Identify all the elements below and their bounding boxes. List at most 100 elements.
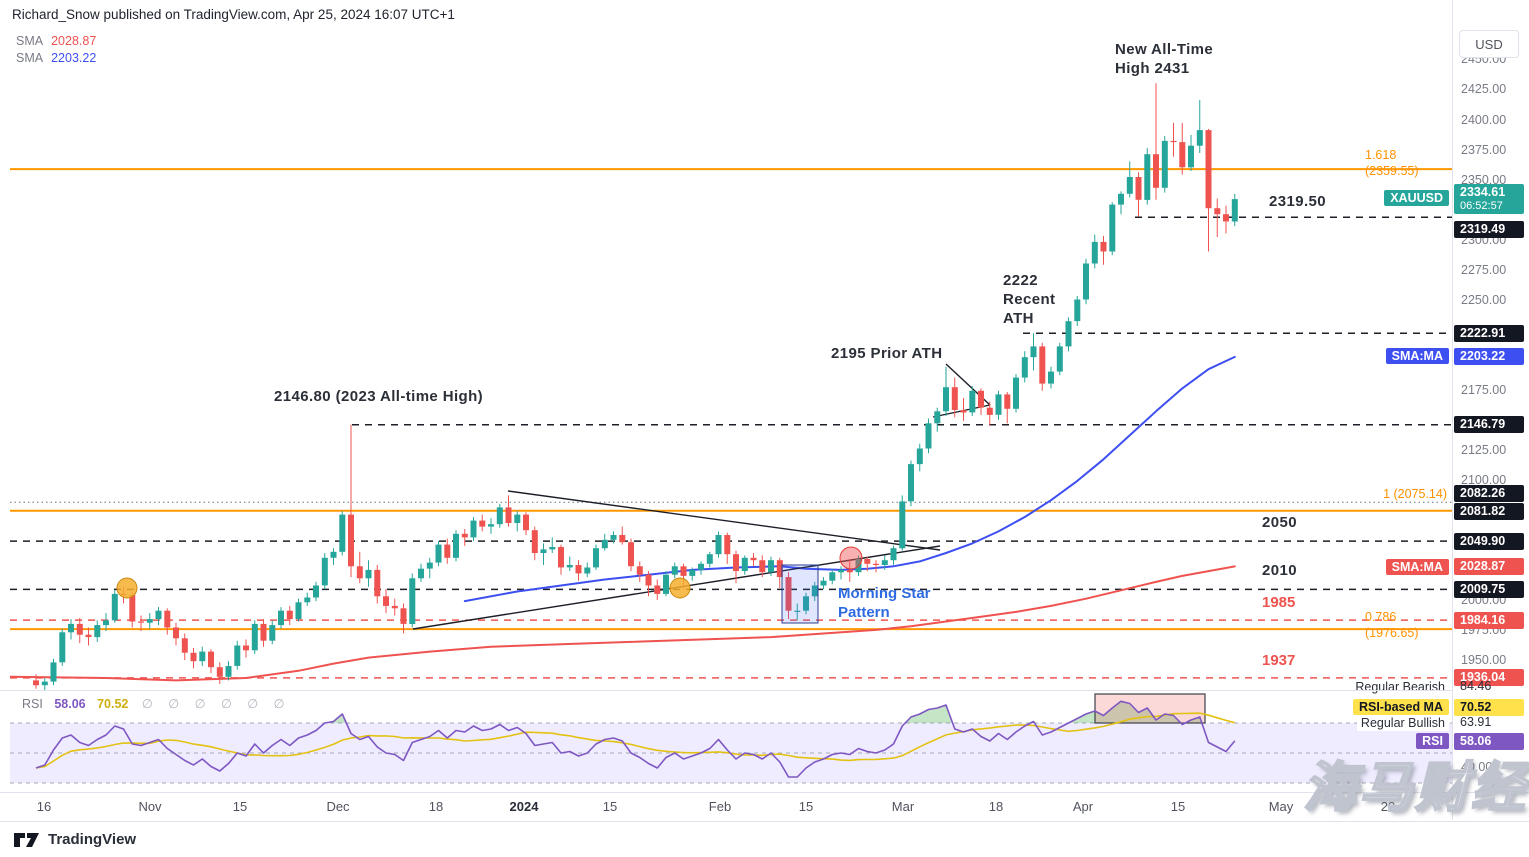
candle	[838, 566, 844, 580]
candle	[243, 639, 249, 658]
candle	[750, 553, 757, 567]
sma-label: SMA	[16, 34, 44, 48]
candle	[1100, 235, 1107, 265]
candle	[1021, 351, 1028, 383]
yellow-circle-marker[interactable]	[116, 577, 138, 599]
candle	[76, 617, 83, 644]
candle	[689, 567, 696, 581]
candle	[418, 563, 424, 582]
candle	[776, 557, 783, 588]
candle	[1170, 122, 1177, 157]
sma-slow-value: 2203.22	[51, 51, 97, 65]
pane-separator[interactable]	[0, 690, 1452, 691]
candle	[1004, 392, 1011, 424]
tradingview-brand-text[interactable]: TradingView	[48, 831, 137, 848]
candle	[409, 573, 416, 628]
candle	[523, 512, 529, 535]
candle	[181, 633, 188, 660]
candle	[881, 555, 888, 570]
candle	[216, 662, 223, 684]
candle	[1188, 134, 1194, 171]
candle	[986, 401, 993, 426]
rsi-pane[interactable]	[10, 693, 1452, 784]
candle	[1223, 205, 1229, 234]
candle	[111, 590, 118, 623]
candle	[610, 531, 617, 544]
candle	[348, 424, 354, 578]
candle	[654, 579, 661, 600]
candle	[1039, 342, 1046, 391]
candle	[461, 529, 468, 546]
candle	[803, 592, 809, 615]
candle	[943, 366, 949, 417]
candle	[444, 538, 451, 564]
candle	[724, 532, 731, 564]
candle	[1126, 161, 1133, 198]
candle	[584, 562, 591, 578]
candle	[85, 627, 92, 646]
candle	[951, 377, 958, 418]
currency-toggle-button[interactable]: USD	[1459, 30, 1519, 58]
rsi-line	[35, 700, 1236, 778]
candle	[768, 556, 774, 576]
candle	[453, 530, 459, 562]
sma-label: SMA	[16, 51, 44, 65]
candle	[33, 674, 39, 689]
time-axis-separator	[0, 792, 1529, 793]
price-pane[interactable]	[10, 83, 1452, 692]
candle	[1065, 317, 1072, 352]
candle	[531, 526, 538, 561]
candle	[549, 537, 556, 553]
candle	[811, 581, 818, 602]
candle	[278, 607, 284, 629]
candle	[426, 557, 433, 579]
candle	[829, 568, 836, 585]
rsi-overbought-fill	[905, 705, 953, 723]
candle	[94, 620, 101, 642]
legend-row-sma-slow: SMA 2203.22	[16, 50, 96, 67]
candle	[330, 548, 337, 565]
candle	[260, 619, 267, 647]
bottom-toolbar: TradingView	[0, 821, 1529, 857]
candle	[146, 613, 153, 629]
candle	[1048, 366, 1054, 389]
published-byline: Richard_Snow published on TradingView.co…	[12, 7, 455, 22]
candle	[671, 562, 678, 579]
candle	[1196, 100, 1203, 153]
candle	[715, 531, 722, 558]
candle	[1074, 295, 1081, 326]
candle	[978, 388, 984, 415]
yellow-circle-marker[interactable]	[669, 577, 691, 599]
rsi-ma-value: 70.52	[97, 697, 129, 711]
morning-star-highlight-box[interactable]	[781, 564, 819, 624]
candle	[225, 661, 232, 681]
candle	[1030, 333, 1037, 371]
candle	[1179, 122, 1186, 175]
indicator-legend[interactable]: SMA 2028.87 SMA 2203.22	[16, 33, 96, 67]
candle	[50, 658, 57, 686]
rsi-overbought-fill	[1068, 701, 1181, 723]
candle	[916, 443, 923, 472]
candle	[496, 503, 503, 528]
candle	[383, 589, 389, 614]
rsi-divergence-highlight-box[interactable]	[1094, 693, 1206, 724]
candle	[663, 571, 669, 597]
candle	[628, 538, 634, 572]
candle	[558, 544, 564, 575]
candle	[969, 386, 976, 417]
sma-fast-value: 2028.87	[51, 34, 97, 48]
candle	[155, 607, 162, 626]
candle	[208, 649, 214, 674]
pink-circle-marker[interactable]	[839, 546, 863, 570]
candle	[864, 556, 871, 572]
rsi-legend[interactable]: RSI 58.06 70.52 ∅ ∅ ∅ ∅ ∅ ∅	[22, 696, 291, 711]
candle	[1153, 83, 1159, 200]
candle	[1056, 342, 1063, 376]
candle	[391, 598, 398, 616]
candle	[190, 647, 197, 669]
trend-line-0[interactable]	[507, 490, 941, 551]
candle	[374, 565, 381, 604]
tradingview-logo-icon[interactable]	[14, 832, 40, 848]
